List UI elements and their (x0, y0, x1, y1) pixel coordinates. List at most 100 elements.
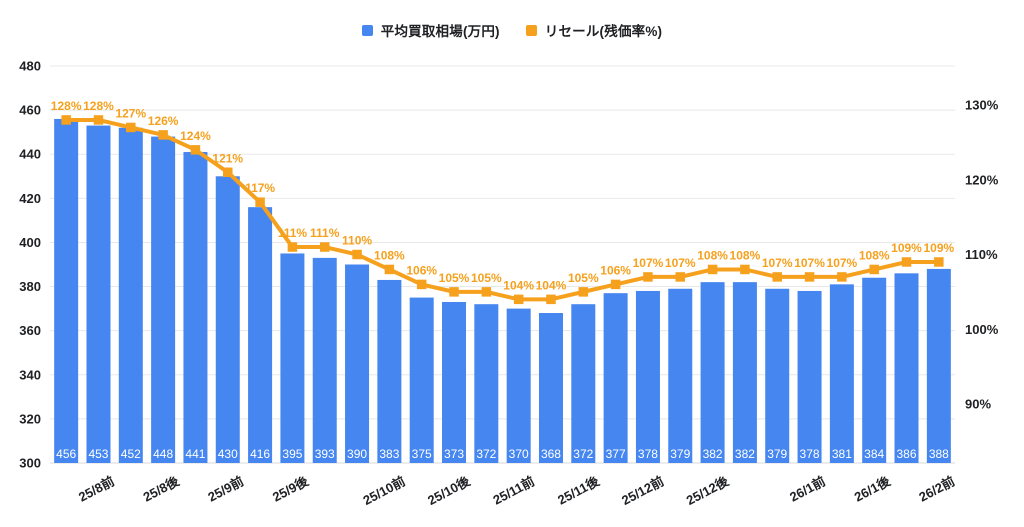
bar (765, 288, 790, 463)
bar-value-label: 383 (379, 447, 399, 461)
right-axis-tick-label: 100% (965, 322, 999, 337)
line-point-label: 108% (697, 248, 728, 262)
line-point-marker (255, 197, 265, 207)
bar (54, 118, 79, 463)
line-point-marker (707, 264, 718, 275)
bar-value-label: 378 (638, 447, 658, 461)
x-axis-label: 26/1前 (787, 473, 828, 504)
x-axis-label: 25/8前 (76, 473, 117, 504)
bar-value-label: 393 (315, 447, 335, 461)
line-point-marker (546, 294, 556, 305)
x-axis-label: 25/8後 (141, 473, 183, 505)
bar-value-label: 416 (250, 447, 270, 461)
line-point-marker (319, 242, 330, 252)
bar-value-label: 379 (670, 447, 690, 461)
bar-value-label: 382 (703, 447, 723, 461)
left-axis-tick-label: 400 (19, 235, 41, 250)
line-point-label: 107% (827, 256, 858, 270)
line-point-marker (223, 167, 233, 178)
line-point-marker (61, 115, 71, 125)
line-point-marker (901, 257, 912, 267)
line-point-marker (610, 279, 621, 290)
line-point-marker (675, 272, 686, 282)
bar (894, 273, 919, 463)
bar-value-label: 372 (573, 447, 593, 461)
bar-value-label: 388 (929, 447, 949, 461)
bar (829, 284, 854, 463)
bar (280, 253, 305, 463)
bar-value-label: 430 (218, 447, 238, 461)
line-point-label: 128% (83, 99, 114, 113)
bar (474, 304, 499, 463)
bar (668, 288, 693, 463)
bar-value-label: 373 (444, 447, 464, 461)
legend-item-bar-series: 平均買取相場(万円) (361, 20, 500, 40)
x-axis-label: 25/12後 (684, 473, 732, 508)
bar-value-label: 372 (476, 447, 496, 461)
bar-value-label: 453 (88, 447, 108, 461)
line-point-label: 106% (406, 263, 437, 277)
left-axis-tick-label: 340 (19, 367, 41, 382)
line-point-label: 109% (923, 241, 954, 255)
bar (862, 277, 887, 463)
bar (571, 304, 596, 463)
line-point-marker (643, 272, 653, 282)
x-axis-label: 26/1後 (852, 473, 894, 505)
bar-value-label: 368 (541, 447, 561, 461)
x-axis-label: 25/10前 (361, 473, 408, 508)
bar (732, 282, 757, 463)
line-point-marker (287, 242, 298, 252)
bar-value-label: 375 (412, 447, 432, 461)
bar-value-label: 452 (121, 447, 141, 461)
bar (183, 152, 208, 463)
line-point-label: 124% (180, 129, 211, 143)
bar-value-label: 395 (282, 447, 302, 461)
line-point-marker (93, 115, 104, 125)
bar-value-label: 382 (735, 447, 755, 461)
line-point-marker (416, 279, 427, 290)
line-point-label: 108% (730, 248, 761, 262)
bar-series-label: 平均買取相場(万円) (380, 24, 500, 39)
line-point-label: 106% (600, 263, 631, 277)
line-point-marker (513, 294, 524, 305)
bar (86, 125, 111, 464)
line-point-label: 107% (762, 256, 793, 270)
line-point-marker (384, 264, 395, 275)
bar (700, 282, 725, 463)
bar (312, 257, 337, 463)
line-point-label: 109% (891, 241, 922, 255)
line-point-label: 127% (115, 106, 146, 120)
x-axis-label: 25/9後 (270, 473, 312, 505)
x-axis-label: 25/12前 (619, 473, 666, 508)
line-point-label: 104% (536, 278, 567, 292)
line-point-marker (804, 272, 815, 282)
right-axis-tick-label: 120% (965, 172, 999, 187)
bar (506, 308, 531, 463)
line-point-label: 111% (310, 226, 340, 240)
bar-value-label: 384 (864, 447, 884, 461)
bar-value-label: 379 (767, 447, 787, 461)
bar (345, 264, 370, 463)
line-point-label: 117% (245, 181, 275, 195)
left-axis-tick-label: 440 (19, 147, 41, 162)
left-axis-tick-label: 460 (19, 103, 41, 118)
right-axis-tick-label: 110% (965, 247, 998, 262)
line-point-label: 108% (859, 248, 890, 262)
line-point-label: 105% (471, 271, 502, 285)
line-series-swatch-icon (525, 24, 537, 36)
bar-value-label: 378 (800, 447, 820, 461)
bar-value-label: 390 (347, 447, 367, 461)
bar (215, 176, 240, 463)
chart-legend: 平均買取相場(万円) リセール(残価率%) (0, 20, 1024, 40)
line-point-label: 121% (212, 151, 243, 165)
line-point-marker (837, 272, 847, 282)
left-axis-tick-label: 300 (19, 456, 41, 471)
line-point-label: 107% (633, 256, 664, 270)
line-point-marker (772, 272, 782, 282)
x-axis-label: 25/9前 (205, 473, 246, 504)
right-axis-tick-label: 90% (965, 397, 991, 412)
bar (603, 293, 628, 463)
line-point-label: 110% (342, 234, 372, 248)
bar-value-label: 456 (56, 447, 76, 461)
